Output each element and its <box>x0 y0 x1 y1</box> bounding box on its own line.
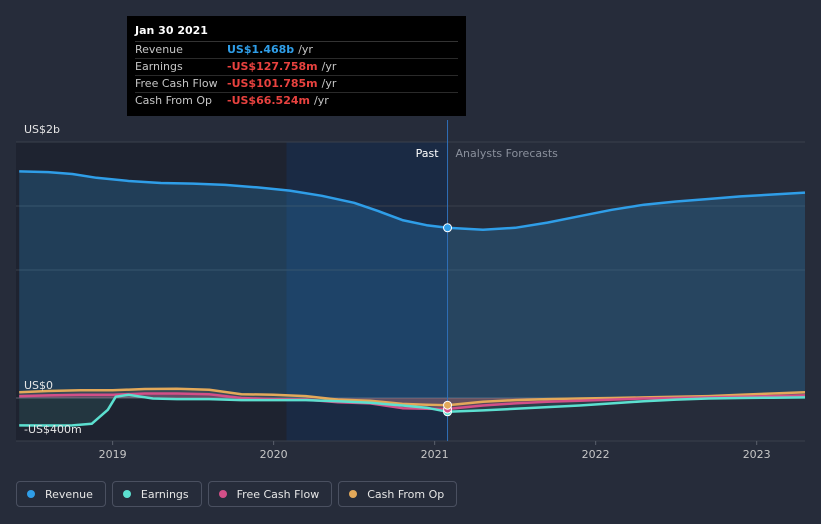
tooltip-label: Free Cash Flow <box>135 77 218 90</box>
x-tick-label: 2021 <box>421 448 449 461</box>
tooltip-label: Earnings <box>135 60 183 73</box>
y-axis-label: US$2b <box>24 123 60 136</box>
legend-free-cash-flow-button[interactable]: Free Cash Flow <box>207 481 333 507</box>
tooltip-label: Cash From Op <box>135 94 213 107</box>
legend-label: Earnings <box>140 487 189 501</box>
legend-dot-icon <box>27 490 35 498</box>
tooltip-row-free-cash-flow: Free Cash Flow -US$101.785m /yr <box>135 76 458 93</box>
plot-bg-highlight <box>286 142 448 441</box>
legend-earnings-button[interactable]: Earnings <box>111 481 202 507</box>
tooltip-label: Revenue <box>135 43 183 56</box>
tooltip-unit: /yr <box>298 43 313 56</box>
legend-dot-icon <box>218 490 227 498</box>
legend-cash-from-op-button[interactable]: Cash From Op <box>338 481 458 507</box>
tooltip: Jan 30 2021 Revenue US$1.468b /yr Earnin… <box>127 16 466 116</box>
cash-from-op-line <box>19 387 806 407</box>
y-axis-label: US$0 <box>24 379 53 392</box>
revenue-line <box>19 170 806 231</box>
x-tick-label: 2022 <box>582 448 610 461</box>
legend: Revenue Earnings Free Cash Flow Cash Fro… <box>16 481 458 507</box>
legend-revenue-button[interactable]: Revenue <box>16 481 106 507</box>
tooltip-unit: /yr <box>321 60 337 73</box>
past-label: Past <box>416 147 440 160</box>
tooltip-row-cash-from-op: Cash From Op -US$66.524m /yr <box>135 93 458 109</box>
x-tick-label: 2020 <box>260 448 288 461</box>
x-tick-label: 2019 <box>99 448 127 461</box>
cash-from-op-marker <box>443 400 453 410</box>
tooltip-value: -US$66.524m <box>227 94 310 107</box>
tooltip-unit: /yr <box>313 94 329 107</box>
tooltip-value: US$1.468b <box>227 43 295 56</box>
forecast-label: Analysts Forecasts <box>456 147 559 160</box>
tooltip-row-earnings: Earnings -US$127.758m /yr <box>135 59 458 76</box>
revenue-marker <box>443 223 453 233</box>
x-tick-label: 2023 <box>743 448 771 461</box>
legend-label: Cash From Op <box>367 487 445 501</box>
legend-label: Free Cash Flow <box>236 487 320 501</box>
tooltip-unit: /yr <box>321 77 337 90</box>
cash-from-op-area <box>19 388 805 406</box>
y-axis-label: -US$400m <box>24 423 82 436</box>
tooltip-date: Jan 30 2021 <box>135 24 458 42</box>
earnings-line <box>19 393 806 427</box>
legend-dot-icon <box>349 490 358 498</box>
tooltip-value: -US$101.785m <box>227 77 318 90</box>
tooltip-row-revenue: Revenue US$1.468b /yr <box>135 42 458 59</box>
legend-dot-icon <box>122 490 131 498</box>
free-cash-flow-area <box>19 393 805 409</box>
revenue-area <box>19 171 805 398</box>
free-cash-flow-line <box>19 392 806 411</box>
tooltip-value: -US$127.758m <box>227 60 318 73</box>
legend-label: Revenue <box>45 487 93 501</box>
